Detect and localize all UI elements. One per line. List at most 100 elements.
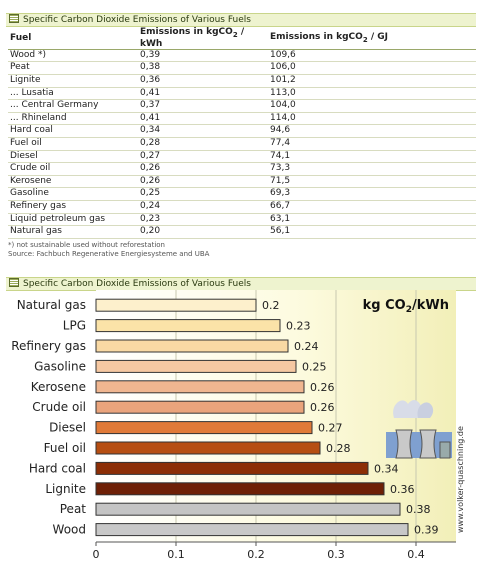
x-tick-label: 0.2 [247,548,265,561]
value-label: 0.2 [262,299,280,312]
cell-fuel: ... Central Germany [8,99,138,113]
value-label: 0.23 [286,320,311,333]
table-row: Diesel 0,27 74,1 [8,150,476,164]
watermark: www.volker-quaschning.de [456,426,465,533]
cell-fuel: ... Rhineland [8,112,138,126]
cell-gj: 114,0 [268,112,476,126]
table-row: Fuel oil 0,28 77,4 [8,137,476,151]
cell-gj: 77,4 [268,137,476,151]
cell-fuel: Diesel [8,150,138,164]
value-label: 0.26 [310,401,335,414]
cell-gj: 69,3 [268,187,476,201]
category-label: LPG [63,319,86,333]
cell-gj: 101,2 [268,74,476,88]
cell-kwh: 0,27 [138,150,268,164]
category-label: Kerosene [31,380,86,394]
cell-gj: 56,1 [268,225,476,239]
bar [95,421,313,435]
cell-fuel: Crude oil [8,162,138,176]
value-label: 0.36 [390,483,415,496]
chart-icon [9,278,19,287]
category-label: Hard coal [29,461,86,475]
x-tick-label: 0.4 [407,548,425,561]
cell-gj: 73,3 [268,162,476,176]
table-panel-title: Specific Carbon Dioxide Emissions of Var… [6,13,476,27]
category-label: Peat [60,502,87,516]
bar [95,502,401,516]
header-gj: Emissions in kgCO2 / GJ [268,27,476,50]
footnote: *) not sustainable used without reforest… [8,241,165,249]
value-label: 0.39 [414,524,439,537]
category-labels: Natural gas LPG Refinery gas Gasoline Kerose… [11,298,86,536]
category-label: Lignite [45,482,86,496]
table-row: Liquid petroleum gas 0,23 63,1 [8,213,476,227]
table-row: Crude oil 0,26 73,3 [8,162,476,176]
value-label: 0.25 [302,360,327,373]
table-icon [9,14,19,23]
header-kwh: Emissions in kgCO2 / kWh [138,27,268,50]
cell-kwh: 0,26 [138,175,268,189]
bar [95,482,385,496]
category-label: Diesel [49,421,86,435]
bar [95,359,297,373]
table-header-row: Fuel Emissions in kgCO2 / kWh Emissions … [8,27,476,50]
table-row: Lignite 0,36 101,2 [8,74,476,88]
category-label: Wood [53,523,86,537]
x-tick-label: 0.1 [167,548,185,561]
unit-label: kg CO2/kWh [363,298,449,315]
cell-kwh: 0,37 [138,99,268,113]
cell-gj: 66,7 [268,200,476,214]
bar [95,319,281,333]
table-row: Kerosene 0,26 71,5 [8,175,476,189]
cell-gj: 74,1 [268,150,476,164]
table-row: Natural gas 0,20 56,1 [8,225,476,239]
cell-kwh: 0,41 [138,112,268,126]
category-label: Gasoline [34,359,86,373]
cell-fuel: Fuel oil [8,137,138,151]
value-label: 0.27 [318,422,343,435]
chart-panel-title: Specific Carbon Dioxide Emissions of Var… [6,277,476,291]
table-body: Wood *) 0,39 109,6 Peat 0,38 106,0 Lignite 0,36… [8,49,476,239]
table-row: Hard coal 0,34 94,6 [8,124,476,138]
cell-gj: 113,0 [268,87,476,101]
table-title: Specific Carbon Dioxide Emissions of Var… [23,15,251,25]
category-label: Refinery gas [11,339,86,353]
x-tick-label: 0 [93,548,100,561]
bar [95,523,409,537]
cell-fuel: Hard coal [8,124,138,138]
value-label: 0.28 [326,442,351,455]
cell-fuel: Refinery gas [8,200,138,214]
cell-fuel: Peat [8,61,138,75]
cell-gj: 71,5 [268,175,476,189]
x-ticks: 0 0.1 0.2 0.3 0.4 [93,542,425,561]
cell-fuel: Gasoline [8,187,138,201]
table-row: Wood *) 0,39 109,6 [8,49,476,63]
value-label: 0.24 [294,340,319,353]
x-tick-label: 0.3 [327,548,345,561]
cell-kwh: 0,38 [138,61,268,75]
table-row: Gasoline 0,25 69,3 [8,187,476,201]
cell-gj: 106,0 [268,61,476,75]
cell-gj: 109,6 [268,49,476,63]
emissions-table: Fuel Emissions in kgCO2 / kWh Emissions … [8,27,476,239]
value-label: 0.34 [374,462,399,475]
cell-kwh: 0,39 [138,49,268,63]
bar [95,298,257,312]
cell-gj: 104,0 [268,99,476,113]
cell-kwh: 0,36 [138,74,268,88]
emissions-bar-chart: Natural gas LPG Refinery gas Gasoline Kerose… [11,290,465,561]
table-row: ... Rhineland 0,41 114,0 [8,112,476,126]
table-row: Peat 0,38 106,0 [8,61,476,75]
cell-kwh: 0,26 [138,162,268,176]
power-plant-icon [386,400,452,459]
cell-gj: 63,1 [268,213,476,227]
value-label: 0.26 [310,381,335,394]
cell-fuel: Kerosene [8,175,138,189]
table-row: ... Central Germany 0,37 104,0 [8,99,476,113]
cell-fuel: Liquid petroleum gas [8,213,138,227]
bar [95,380,305,394]
cell-kwh: 0,24 [138,200,268,214]
cell-fuel: ... Lusatia [8,87,138,101]
bars [95,298,409,537]
value-labels: 0.2 0.23 0.24 0.25 0.26 0.26 0.27 0.28 0.34 0.36 0… [262,299,439,536]
